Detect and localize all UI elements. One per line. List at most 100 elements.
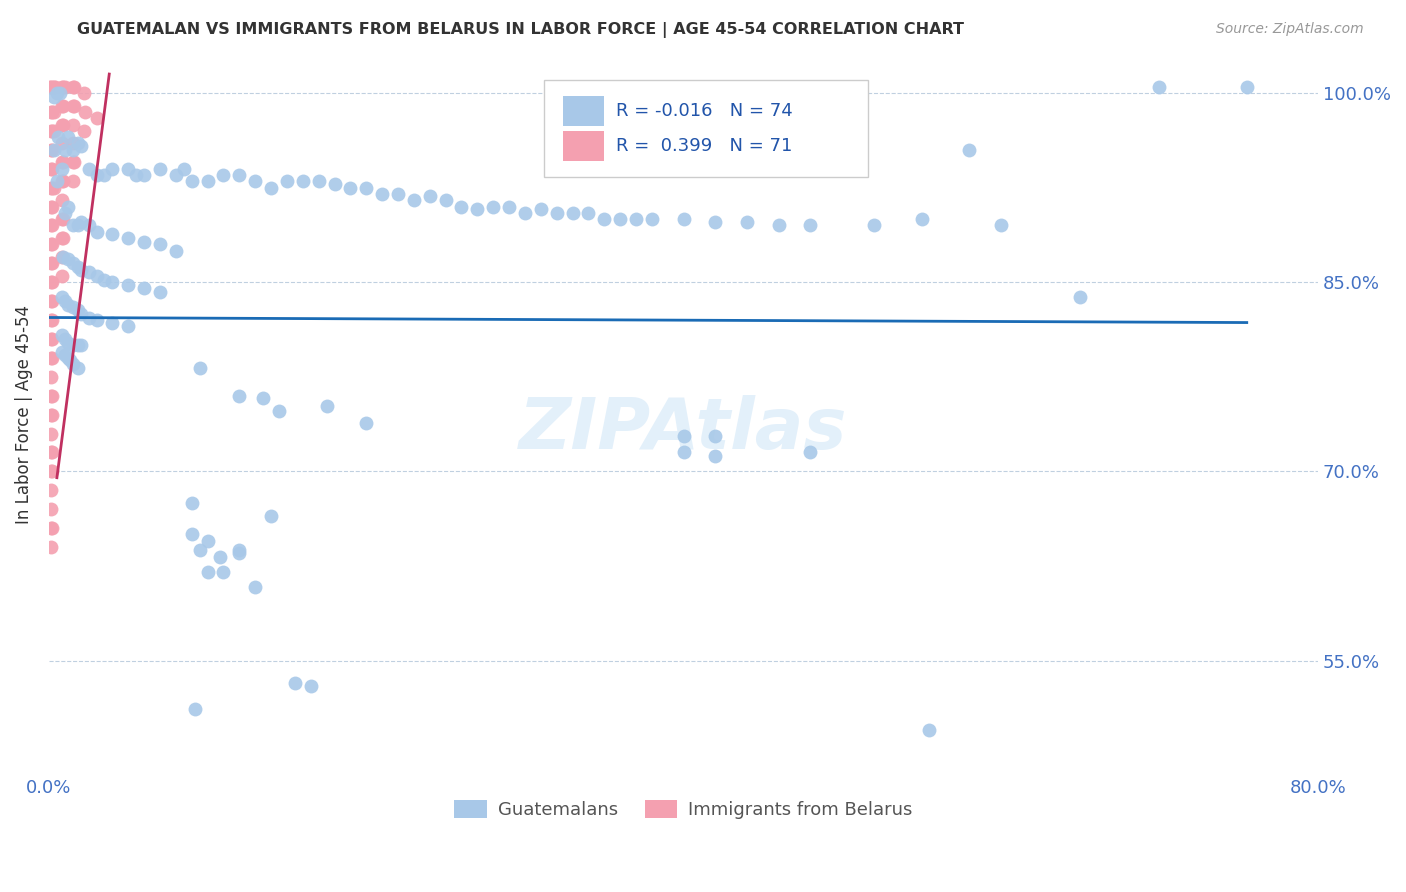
Point <box>39 408 62 422</box>
Point <box>39 124 62 138</box>
Point <box>180 527 202 541</box>
Point <box>51 98 73 112</box>
Point <box>41 143 63 157</box>
Point <box>41 200 63 214</box>
FancyBboxPatch shape <box>562 130 603 161</box>
Point <box>62 143 84 157</box>
Point <box>53 348 76 362</box>
Point <box>69 262 91 277</box>
Point <box>63 98 86 112</box>
Point <box>86 168 108 182</box>
Point <box>41 521 63 535</box>
Point <box>165 244 187 258</box>
Point <box>51 79 73 94</box>
Point <box>69 214 91 228</box>
Point <box>134 168 156 182</box>
Point <box>51 161 73 176</box>
Text: Source: ZipAtlas.com: Source: ZipAtlas.com <box>1216 22 1364 37</box>
Point <box>197 533 219 548</box>
Point <box>149 237 172 252</box>
Point <box>41 464 63 478</box>
Point <box>245 174 267 188</box>
Point <box>51 344 73 359</box>
Point <box>93 168 115 182</box>
Point <box>41 124 63 138</box>
Point <box>52 174 75 188</box>
Point <box>51 174 73 188</box>
Point <box>52 98 75 112</box>
Point <box>52 79 75 94</box>
Point <box>53 332 76 346</box>
Point <box>42 180 65 194</box>
Point <box>41 408 63 422</box>
Point <box>228 168 250 182</box>
Text: ZIPAtlas: ZIPAtlas <box>519 394 848 464</box>
Text: R =  0.399   N = 71: R = 0.399 N = 71 <box>616 137 793 155</box>
Point <box>38 79 60 94</box>
Point <box>41 104 63 119</box>
Point <box>66 260 89 274</box>
Point <box>39 313 62 327</box>
Point <box>561 206 583 220</box>
Point <box>39 483 62 498</box>
Point <box>62 118 84 132</box>
Point <box>799 445 821 459</box>
Point <box>58 353 80 368</box>
Point <box>69 139 91 153</box>
Point <box>609 212 631 227</box>
Point <box>51 290 73 304</box>
Point <box>990 219 1012 233</box>
Point <box>75 104 97 119</box>
Point <box>228 542 250 557</box>
Y-axis label: In Labor Force | Age 45-54: In Labor Force | Age 45-54 <box>15 305 32 524</box>
Point <box>1069 290 1091 304</box>
Point <box>45 86 67 100</box>
Point <box>863 219 886 233</box>
Point <box>117 319 139 334</box>
Point <box>62 301 84 315</box>
Point <box>77 310 100 325</box>
Point <box>41 351 63 365</box>
Point <box>39 351 62 365</box>
Point <box>41 294 63 309</box>
Point <box>44 79 66 94</box>
Point <box>910 212 932 227</box>
Point <box>180 496 202 510</box>
Point <box>62 98 84 112</box>
Point <box>42 89 65 103</box>
Point <box>641 212 664 227</box>
Point <box>197 566 219 580</box>
Point <box>41 256 63 270</box>
Point <box>41 79 63 94</box>
Point <box>62 256 84 270</box>
Point <box>56 252 79 267</box>
Point <box>117 231 139 245</box>
Point <box>1236 79 1258 94</box>
Point <box>51 250 73 264</box>
Point <box>56 200 79 214</box>
Point <box>52 155 75 169</box>
Point <box>184 701 207 715</box>
Point <box>117 277 139 292</box>
Point <box>41 332 63 346</box>
Point <box>672 429 695 443</box>
Point <box>134 235 156 249</box>
Point <box>101 316 124 330</box>
Point <box>51 328 73 343</box>
Point <box>465 202 488 216</box>
Point <box>93 273 115 287</box>
Point <box>188 361 211 376</box>
Point <box>419 189 441 203</box>
Point <box>134 281 156 295</box>
Point <box>101 227 124 242</box>
Point <box>149 161 172 176</box>
Point <box>39 104 62 119</box>
Point <box>125 168 148 182</box>
Point <box>513 206 536 220</box>
Point <box>41 180 63 194</box>
Point <box>49 86 72 100</box>
Point <box>228 389 250 403</box>
Point <box>53 294 76 309</box>
Point <box>66 219 89 233</box>
Point <box>62 136 84 151</box>
